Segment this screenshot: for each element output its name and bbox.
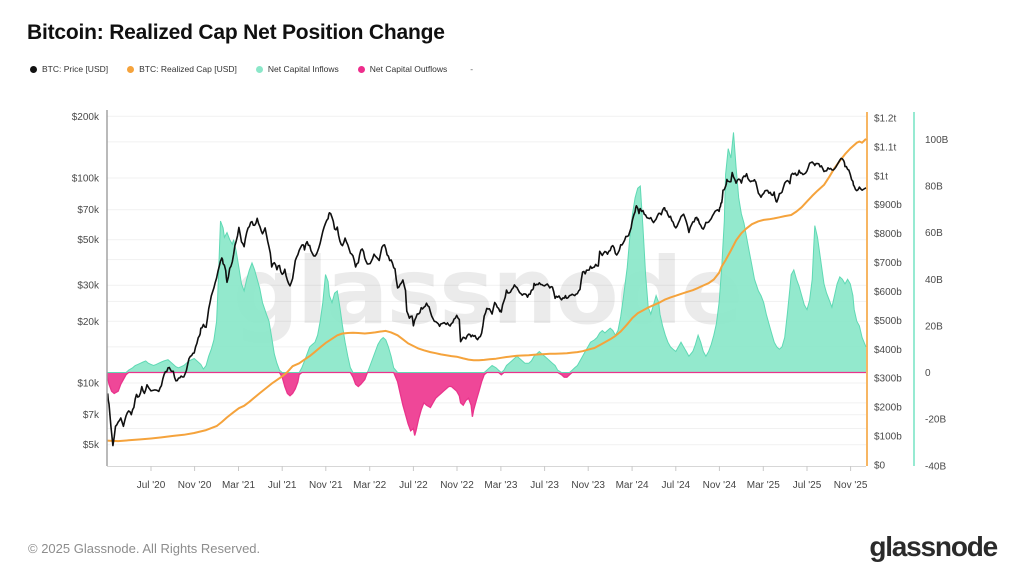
price-series-dot-icon	[30, 65, 37, 73]
svg-text:$100k: $100k	[72, 174, 100, 185]
svg-text:$7k: $7k	[83, 410, 100, 421]
svg-text:$600b: $600b	[874, 287, 902, 298]
svg-text:80B: 80B	[925, 182, 943, 193]
svg-text:$800b: $800b	[874, 229, 902, 240]
svg-text:$5k: $5k	[83, 440, 100, 451]
svg-text:0: 0	[925, 368, 931, 379]
svg-text:Mar '21: Mar '21	[222, 480, 255, 491]
svg-text:60B: 60B	[925, 228, 943, 239]
svg-text:Nov '22: Nov '22	[440, 480, 474, 491]
svg-text:$1.1t: $1.1t	[874, 142, 896, 153]
svg-text:Jul '24: Jul '24	[662, 480, 691, 491]
realized-cap-series-dot-icon	[127, 65, 135, 73]
price-line	[106, 157, 867, 447]
svg-text:Mar '24: Mar '24	[616, 480, 649, 491]
svg-text:Jul '22: Jul '22	[399, 480, 428, 491]
svg-text:Nov '25: Nov '25	[834, 480, 868, 491]
glassnode-logo[interactable]: glassnode	[869, 531, 998, 562]
svg-text:-20B: -20B	[925, 415, 946, 426]
svg-text:$20k: $20k	[77, 317, 100, 328]
chart-legend: BTC: Price [USD] BTC: Realized Cap [USD]…	[30, 64, 473, 74]
legend-dash: -	[470, 64, 474, 74]
svg-text:$70k: $70k	[77, 205, 100, 216]
legend-label: Net Capital Outflows	[369, 64, 448, 74]
glassnode-watermark: glassnode	[233, 238, 741, 345]
x-axis-ticks: Jul '20 Nov '20 Mar '21 Jul '21 Nov '21 Mar '…	[137, 466, 868, 491]
svg-text:Jul '23: Jul '23	[530, 480, 559, 491]
svg-text:$300b: $300b	[874, 374, 902, 385]
legend-item-realized-cap[interactable]: BTC: Realized Cap [USD]	[127, 64, 237, 74]
svg-text:Nov '21: Nov '21	[309, 480, 343, 491]
outflows-series-dot-icon	[357, 65, 365, 73]
net-flow-series	[106, 132, 867, 436]
svg-text:Mar '25: Mar '25	[747, 480, 780, 491]
svg-text:$30k: $30k	[77, 281, 100, 292]
svg-text:100B: 100B	[925, 135, 949, 146]
svg-text:Nov '23: Nov '23	[571, 480, 605, 491]
svg-text:Nov '24: Nov '24	[703, 480, 737, 491]
svg-text:20B: 20B	[925, 321, 943, 332]
svg-text:$700b: $700b	[874, 258, 902, 269]
svg-text:$100b: $100b	[874, 432, 902, 443]
net-flow-axis-labels: 100B 80B 60B 40B 20B 0 -20B -40B	[925, 135, 949, 472]
realized-cap-line	[106, 138, 867, 443]
svg-text:-40B: -40B	[925, 461, 946, 472]
svg-text:$1.2t: $1.2t	[874, 114, 896, 125]
svg-text:$200k: $200k	[72, 112, 100, 123]
legend-label: BTC: Realized Cap [USD]	[139, 64, 237, 74]
svg-text:Mar '22: Mar '22	[353, 480, 386, 491]
price-axis-labels: $200k $100k $70k $50k $30k $20k $10k $7k $5k	[72, 112, 100, 451]
svg-text:Jul '25: Jul '25	[793, 480, 822, 491]
svg-text:$10k: $10k	[77, 379, 100, 390]
svg-text:$0: $0	[874, 461, 886, 472]
legend-label: BTC: Price [USD]	[42, 64, 109, 74]
svg-text:Jul '21: Jul '21	[268, 480, 297, 491]
realized-cap-axis-labels: $1.2t $1.1t $1t $900b $800b $700b $600b $500b $4…	[874, 114, 902, 472]
svg-text:Nov '20: Nov '20	[178, 480, 212, 491]
legend-item-net-inflows[interactable]: Net Capital Inflows	[255, 64, 339, 74]
svg-text:$900b: $900b	[874, 200, 902, 211]
page-title: Bitcoin: Realized Cap Net Position Chang…	[27, 21, 445, 44]
legend-label: Net Capital Inflows	[267, 64, 339, 74]
svg-text:$1t: $1t	[874, 171, 888, 182]
svg-text:Mar '23: Mar '23	[484, 480, 517, 491]
net-inflow-area	[107, 132, 866, 373]
svg-text:Jul '20: Jul '20	[137, 480, 166, 491]
copyright-text: © 2025 Glassnode. All Rights Reserved.	[28, 541, 261, 556]
legend-item-net-outflows[interactable]: Net Capital Outflows	[357, 64, 448, 74]
svg-text:$500b: $500b	[874, 316, 902, 327]
svg-text:40B: 40B	[925, 275, 943, 286]
svg-text:$200b: $200b	[874, 403, 902, 414]
net-outflow-area	[107, 372, 866, 436]
net-outflow-zero-line	[106, 371, 866, 436]
svg-text:$400b: $400b	[874, 345, 902, 356]
svg-text:$50k: $50k	[77, 235, 100, 246]
axes	[106, 110, 915, 467]
inflows-series-dot-icon	[255, 65, 263, 73]
legend-item-price[interactable]: BTC: Price [USD]	[30, 64, 108, 74]
net-inflow-edge-line	[107, 132, 867, 374]
